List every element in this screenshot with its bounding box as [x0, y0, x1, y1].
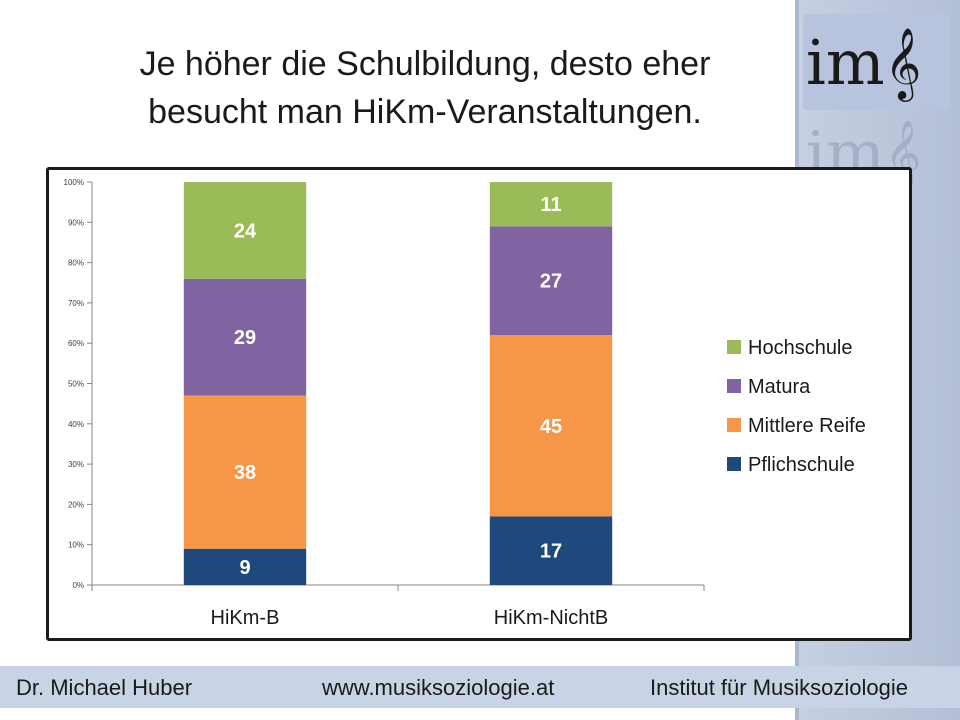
footer-author: Dr. Michael Huber [16, 675, 193, 700]
data-label: 24 [234, 220, 257, 242]
slide-title: Je höher die Schulbildung, desto eher be… [60, 40, 790, 136]
bar-segment [489, 335, 613, 517]
bar-segment [489, 226, 613, 336]
bar-segment [183, 182, 307, 279]
data-label: 17 [540, 541, 562, 563]
y-tick-label: 10% [68, 541, 84, 550]
bar-segment [183, 278, 307, 396]
x-category-label: HiKm-NichtB [494, 607, 608, 629]
data-label: 27 [540, 271, 562, 293]
legend-label: Pflichschule [748, 454, 855, 476]
y-tick-label: 50% [68, 380, 84, 389]
y-tick-label: 0% [72, 581, 84, 590]
legend-label: Mittlere Reife [748, 415, 866, 437]
footer-institute: Institut für Musiksoziologie [650, 675, 908, 700]
legend-label: Hochschule [748, 337, 853, 359]
treble-clef-icon: 𝄞 [884, 26, 922, 99]
bar-segment [183, 395, 307, 549]
bar-segment [489, 182, 613, 227]
data-label: 29 [234, 327, 256, 349]
y-tick-label: 40% [68, 420, 84, 429]
logo-text: im [806, 26, 885, 99]
y-tick-label: 80% [68, 259, 84, 268]
logo-box [803, 14, 950, 110]
footer: Dr. Michael Huber www.musiksoziologie.at… [0, 666, 960, 708]
legend-swatch [727, 418, 741, 432]
y-tick-label: 60% [68, 339, 84, 348]
data-label: 11 [540, 194, 561, 216]
footer-website: www.musiksoziologie.at [322, 675, 555, 700]
y-tick-label: 70% [68, 299, 84, 308]
legend-label: Matura [748, 376, 811, 398]
legend-swatch [727, 340, 741, 354]
legend-swatch [727, 379, 741, 393]
y-tick-label: 30% [68, 460, 84, 469]
slide-title-line-2: besucht man HiKm-Veranstaltungen. [148, 93, 702, 131]
data-label: 38 [234, 462, 256, 484]
slide-title-line-1: Je höher die Schulbildung, desto eher [139, 45, 711, 83]
x-category-label: HiKm-B [211, 607, 280, 629]
logo: im𝄞 [806, 18, 946, 108]
y-tick-label: 20% [68, 500, 84, 509]
y-tick-label: 100% [64, 178, 84, 187]
legend-swatch [727, 457, 741, 471]
data-label: 9 [239, 557, 250, 579]
bar-segment [489, 516, 613, 585]
y-tick-label: 90% [68, 218, 84, 227]
bar-segment [183, 548, 307, 585]
data-label: 45 [540, 416, 562, 438]
chart-frame: 0% 10% 20% 30% 40% 50% 60% 70% 80% 90% 100% 9 38 29 24… [46, 167, 912, 641]
stacked-bar-chart: 0% 10% 20% 30% 40% 50% 60% 70% 80% 90% 100% 9 38 29 24… [64, 178, 866, 629]
